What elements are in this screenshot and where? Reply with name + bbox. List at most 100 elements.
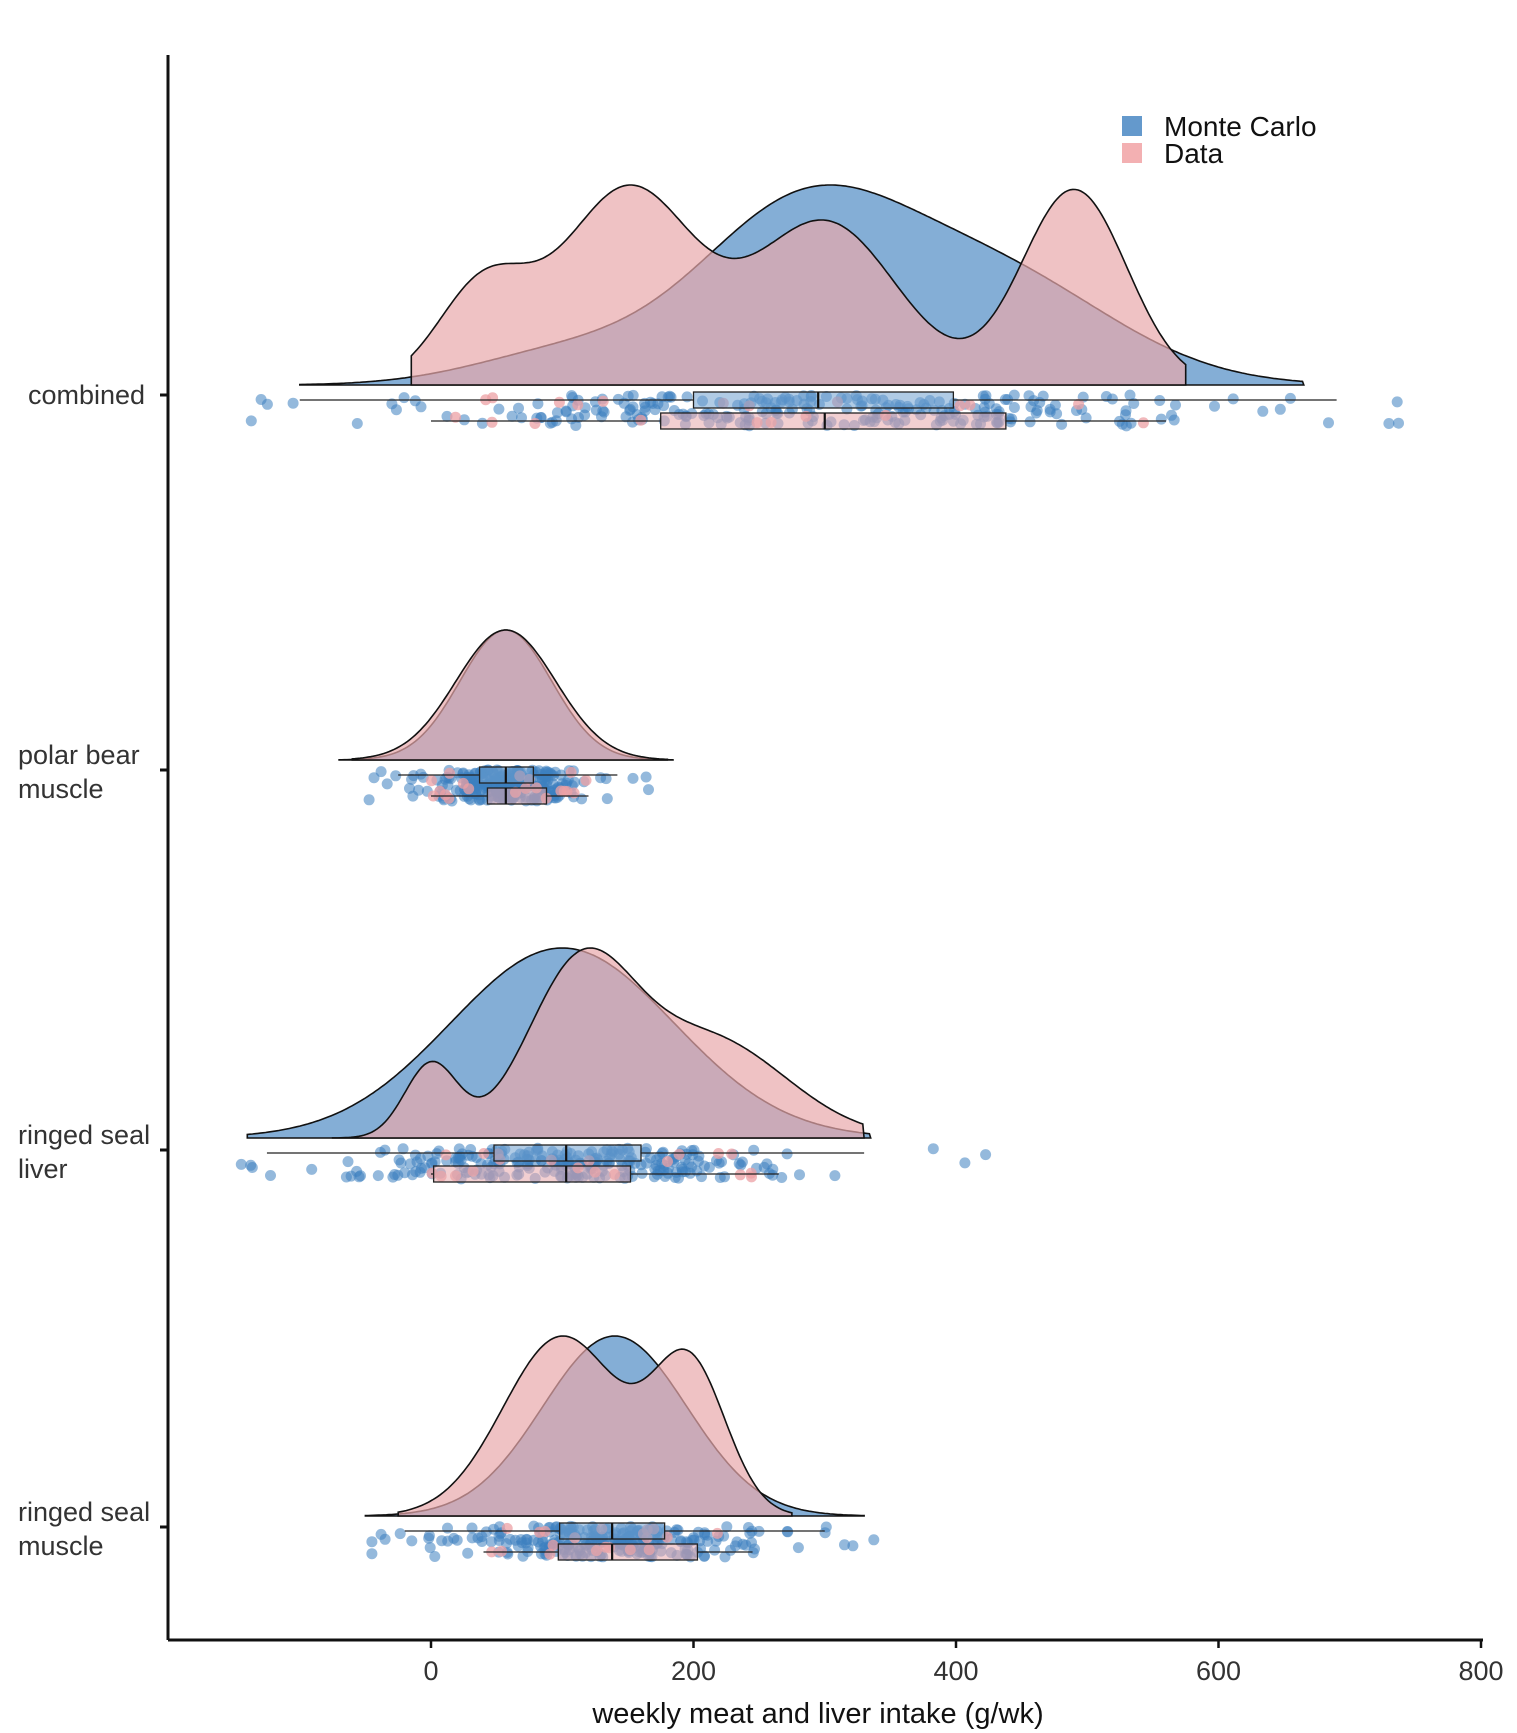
mc-point [442, 1535, 454, 1547]
mc-point [366, 1536, 378, 1548]
mc-point [1120, 409, 1131, 421]
mc-point [959, 1157, 971, 1169]
mc-point [389, 1169, 401, 1180]
mc-point [429, 1551, 441, 1562]
data-point [547, 1539, 559, 1551]
y-tick-label-ringed-seal-muscle: muscle [18, 1531, 104, 1561]
legend: Monte Carlo Data [1122, 111, 1317, 169]
mc-point [677, 1166, 688, 1178]
mc-point [847, 1540, 859, 1552]
legend-swatch-monte-carlo [1122, 116, 1142, 136]
mc-point [395, 1157, 407, 1169]
mc-point [509, 1534, 521, 1546]
mc-point [458, 414, 470, 426]
mc-point [1008, 402, 1020, 413]
data-point [964, 399, 976, 411]
mc-point [386, 398, 398, 410]
mc-point [681, 391, 693, 403]
mc-point [1024, 416, 1036, 428]
mc-point [1100, 391, 1112, 402]
box-data [660, 412, 1007, 430]
mc-point [1049, 399, 1061, 411]
y-tick-label-polar-bear-muscle: muscle [18, 774, 104, 804]
mc-point [990, 403, 1002, 415]
mc-point [698, 1550, 710, 1562]
data-point [662, 1156, 673, 1167]
data-point [457, 777, 469, 789]
mc-point [721, 1521, 733, 1533]
data-point [565, 766, 577, 778]
x-axis-ticks: 0 200 400 600 800 [423, 1640, 1504, 1686]
mc-point [733, 1158, 745, 1170]
data-point [496, 1545, 507, 1557]
data-point [529, 418, 541, 429]
mc-point [1023, 390, 1035, 402]
mc-point [485, 1536, 497, 1548]
mc-point [560, 405, 572, 417]
mc-point [375, 1528, 387, 1540]
data-point [711, 1527, 723, 1539]
mc-point [414, 1166, 426, 1178]
mc-point [671, 1524, 683, 1536]
box-data [486, 787, 548, 805]
mc-point [1227, 393, 1239, 405]
y-tick-label-ringed-seal-liver: ringed seal [18, 1120, 150, 1150]
mc-point [597, 405, 609, 417]
mc-point [424, 1542, 436, 1554]
box-data [557, 1543, 699, 1561]
mc-point [398, 392, 410, 404]
mc-point [839, 1539, 850, 1551]
mc-point [1257, 405, 1269, 417]
mc-point [776, 1172, 788, 1183]
mc-point [1008, 389, 1020, 401]
mc-point [696, 1171, 707, 1183]
mc-point [306, 1163, 318, 1175]
mc-point [493, 403, 505, 415]
box-monte-carlo [692, 391, 955, 409]
mc-point [415, 401, 427, 413]
x-axis-title: weekly meat and liver intake (g/wk) [591, 1698, 1043, 1730]
mc-point [1274, 403, 1286, 415]
mc-point [649, 404, 661, 416]
mc-point [287, 397, 299, 409]
mc-point [1080, 412, 1092, 424]
mc-point [520, 1537, 532, 1549]
mc-point [792, 1542, 804, 1554]
mc-point [442, 1522, 453, 1534]
mc-point [740, 1539, 752, 1551]
mc-point [235, 1158, 247, 1170]
mc-point [366, 1548, 378, 1560]
mc-point [748, 1144, 760, 1156]
mc-point [600, 773, 612, 785]
mc-point [397, 1143, 409, 1155]
mc-point [1128, 398, 1140, 409]
data-point [726, 1148, 738, 1160]
mc-point [781, 1148, 793, 1160]
x-tick-label-600: 600 [1196, 1656, 1241, 1686]
x-tick-label-400: 400 [933, 1656, 978, 1686]
mc-point [819, 1527, 831, 1539]
data-point [444, 767, 456, 779]
mc-point [404, 782, 415, 794]
mc-point [423, 1530, 435, 1542]
box-data [432, 1165, 632, 1183]
mc-point [246, 1162, 258, 1173]
mc-point [1124, 389, 1136, 401]
mc-point [546, 416, 558, 428]
mc-point [1383, 418, 1395, 429]
mc-point [658, 400, 670, 412]
mc-point [493, 1530, 505, 1542]
density-data-combined [410, 184, 1187, 386]
mc-point [351, 1165, 363, 1177]
data-point [544, 1548, 556, 1560]
data-point [745, 1167, 757, 1179]
mc-point [465, 1144, 477, 1155]
mc-point [794, 1169, 805, 1181]
legend-label-data: Data [1164, 138, 1224, 169]
mc-point [688, 1144, 700, 1156]
mc-point [381, 778, 393, 790]
data-point [486, 416, 498, 428]
mc-point [245, 415, 257, 427]
mc-point [462, 1547, 474, 1559]
mc-point [1170, 399, 1181, 411]
